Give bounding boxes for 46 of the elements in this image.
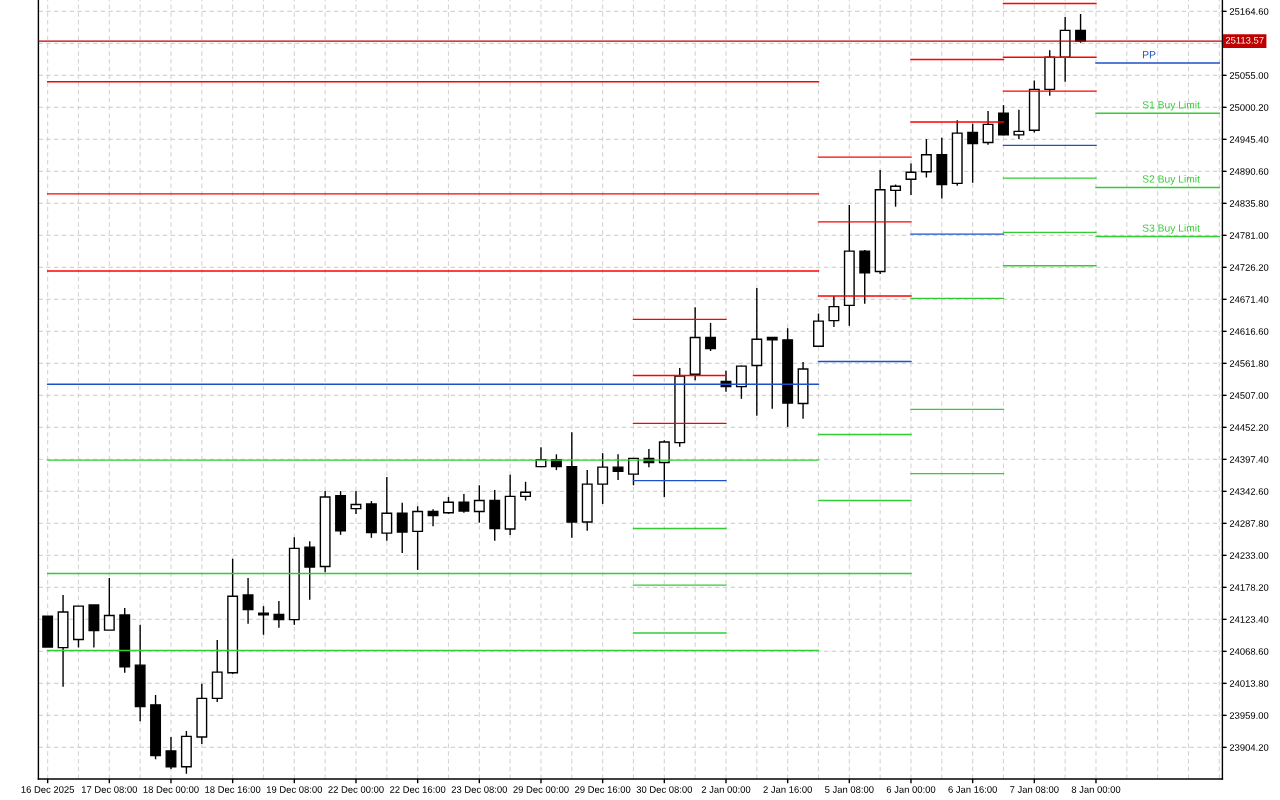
y-tick-label: 24178.20 xyxy=(1229,584,1269,591)
series-label: PP xyxy=(1143,51,1156,59)
y-tick-label: 24671.40 xyxy=(1229,296,1269,303)
y-tick-label: 25000.20 xyxy=(1229,104,1269,111)
y-tick-label: 25164.60 xyxy=(1229,8,1269,15)
x-tick-label: 29 Dec 00:00 xyxy=(513,786,569,793)
x-tick-label: 18 Dec 16:00 xyxy=(205,786,261,793)
y-tick-label: 24123.40 xyxy=(1229,616,1269,623)
x-tick-label: 16 Dec 2025 xyxy=(21,786,75,793)
y-tick-label: 24616.60 xyxy=(1229,328,1269,335)
x-tick-label: 7 Jan 08:00 xyxy=(1010,786,1059,793)
y-tick-label: 24068.60 xyxy=(1229,648,1269,655)
y-tick-label: 24287.80 xyxy=(1229,520,1269,527)
y-tick-label: 23904.20 xyxy=(1229,744,1269,751)
y-tick-label: 24945.40 xyxy=(1229,136,1269,143)
x-tick-label: 17 Dec 08:00 xyxy=(81,786,138,793)
x-tick-label: 22 Dec 16:00 xyxy=(390,786,446,793)
ref-line-label: 25113.57 xyxy=(1225,36,1264,44)
x-tick-label: 2 Jan 16:00 xyxy=(763,786,812,793)
x-tick-label: 22 Dec 00:00 xyxy=(328,786,384,793)
series-label: S2 Buy Limit xyxy=(1142,175,1200,185)
x-tick-label: 2 Jan 00:00 xyxy=(701,786,751,793)
x-tick-label: 6 Jan 16:00 xyxy=(948,786,997,793)
x-tick-label: 23 Dec 08:00 xyxy=(451,786,508,793)
y-tick-label: 24507.00 xyxy=(1229,392,1269,399)
y-tick-label: 24233.00 xyxy=(1229,552,1269,559)
y-tick-label: 23959.00 xyxy=(1229,712,1269,719)
x-tick-label: 18 Dec 00:00 xyxy=(143,786,199,793)
y-tick-label: 24561.80 xyxy=(1229,360,1269,367)
x-tick-label: 19 Dec 08:00 xyxy=(266,786,323,793)
y-tick-label: 24726.20 xyxy=(1229,264,1269,271)
y-tick-label: 24342.60 xyxy=(1229,488,1269,495)
y-tick-label: 24781.00 xyxy=(1229,232,1269,239)
y-tick-label: 24890.60 xyxy=(1229,168,1269,175)
y-tick-label: 25055.00 xyxy=(1229,72,1269,79)
series-label: S1 Buy Limit xyxy=(1142,100,1200,111)
y-tick-label: 24452.20 xyxy=(1229,424,1269,431)
x-tick-label: 30 Dec 08:00 xyxy=(636,786,693,793)
y-tick-label: 24013.80 xyxy=(1229,680,1269,687)
series-label: S3 Buy Limit xyxy=(1142,224,1200,234)
y-tick-label: 24397.40 xyxy=(1229,456,1269,463)
x-tick-label: 29 Dec 16:00 xyxy=(575,786,631,793)
x-tick-label: 5 Jan 08:00 xyxy=(825,786,874,793)
y-tick-label: 24835.80 xyxy=(1229,200,1269,207)
x-tick-label: 6 Jan 00:00 xyxy=(886,786,936,793)
x-tick-label: 8 Jan 00:00 xyxy=(1071,786,1121,793)
